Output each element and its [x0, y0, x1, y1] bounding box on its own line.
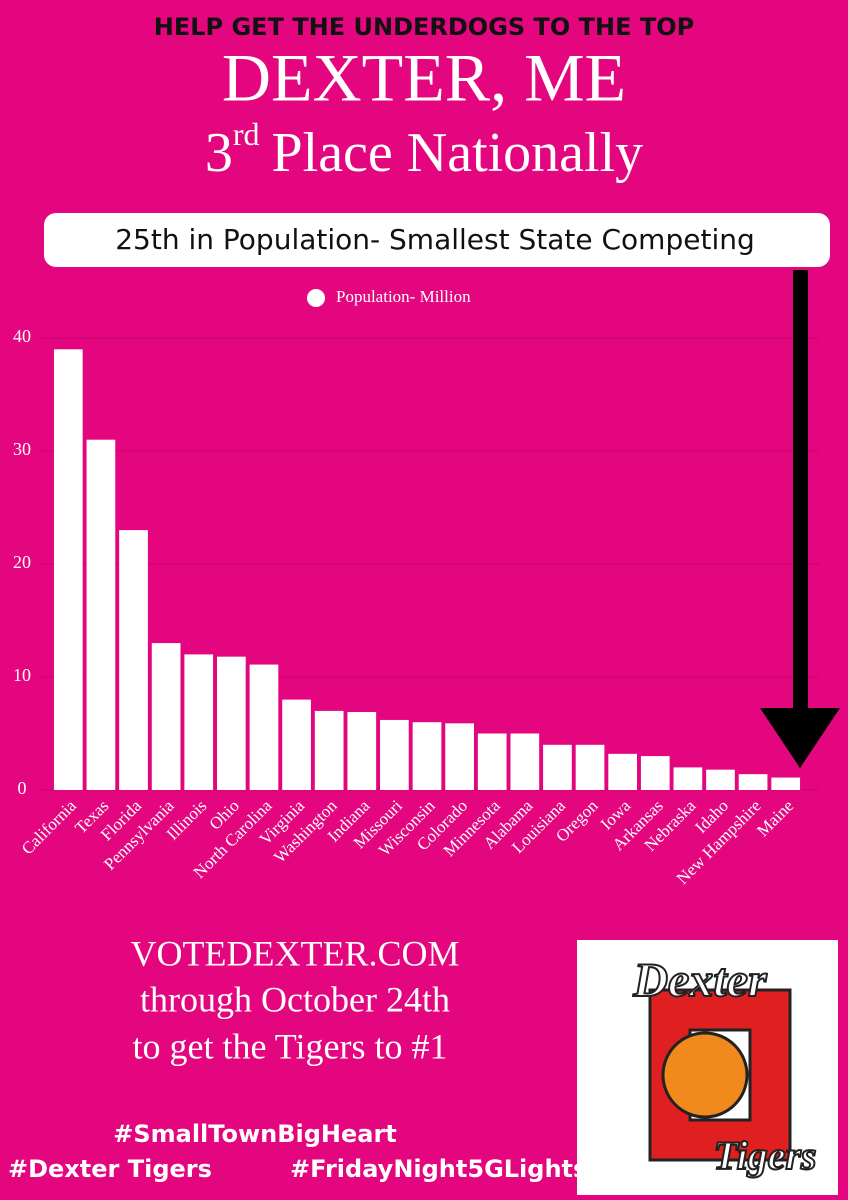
bar	[151, 643, 181, 790]
logo: Dexter Tigers	[577, 940, 838, 1195]
bar	[314, 710, 344, 790]
arrow	[760, 270, 840, 768]
footer-line: through October 24th	[140, 979, 450, 1019]
place-suffix: rd	[233, 116, 260, 152]
bar	[510, 733, 540, 790]
bar	[543, 744, 572, 790]
bar	[380, 719, 409, 790]
bar	[640, 756, 670, 790]
hashtag: #Dexter Tigers	[8, 1155, 212, 1183]
tagline: HELP GET THE UNDERDOGS TO THE TOP	[154, 13, 694, 41]
place-text: Place Nationally	[272, 122, 644, 184]
y-tick-label: 20	[13, 552, 31, 572]
legend-label: Population- Million	[336, 287, 471, 306]
place-number: 3	[205, 122, 233, 184]
bar	[119, 530, 148, 790]
bar	[673, 767, 703, 790]
subtitle: 3rd Place Nationally	[205, 116, 643, 184]
y-tick-label: 40	[13, 326, 31, 346]
footer-line: VOTEDEXTER.COM	[131, 933, 460, 973]
hashtag: #FridayNight5GLights	[290, 1155, 587, 1183]
bar	[217, 656, 246, 790]
bar	[86, 439, 116, 790]
bar	[608, 753, 637, 790]
legend-marker	[307, 289, 325, 307]
y-tick-label: 30	[13, 439, 31, 459]
banner: 25th in Population- Smallest State Compe…	[115, 223, 755, 256]
y-tick-label: 0	[18, 778, 27, 798]
logo-bottom: Tigers	[714, 1133, 817, 1178]
y-tick-label: 10	[13, 665, 31, 685]
logo-top: Dexter	[632, 954, 768, 1007]
bar	[347, 712, 377, 790]
bar	[771, 777, 801, 790]
bar	[445, 723, 474, 790]
title: DEXTER, ME	[222, 40, 626, 116]
logo-tiger	[661, 1031, 749, 1119]
banner-box	[44, 213, 830, 267]
bar	[249, 664, 279, 790]
bar	[53, 349, 83, 790]
footer-line: to get the Tigers to #1	[132, 1026, 447, 1066]
bar	[412, 722, 442, 790]
bar	[738, 774, 768, 790]
bar	[477, 733, 507, 790]
bar	[184, 654, 214, 790]
bar	[282, 699, 311, 790]
hashtag: #SmallTownBigHeart	[113, 1120, 397, 1148]
bar	[706, 769, 735, 790]
bar	[575, 744, 605, 790]
